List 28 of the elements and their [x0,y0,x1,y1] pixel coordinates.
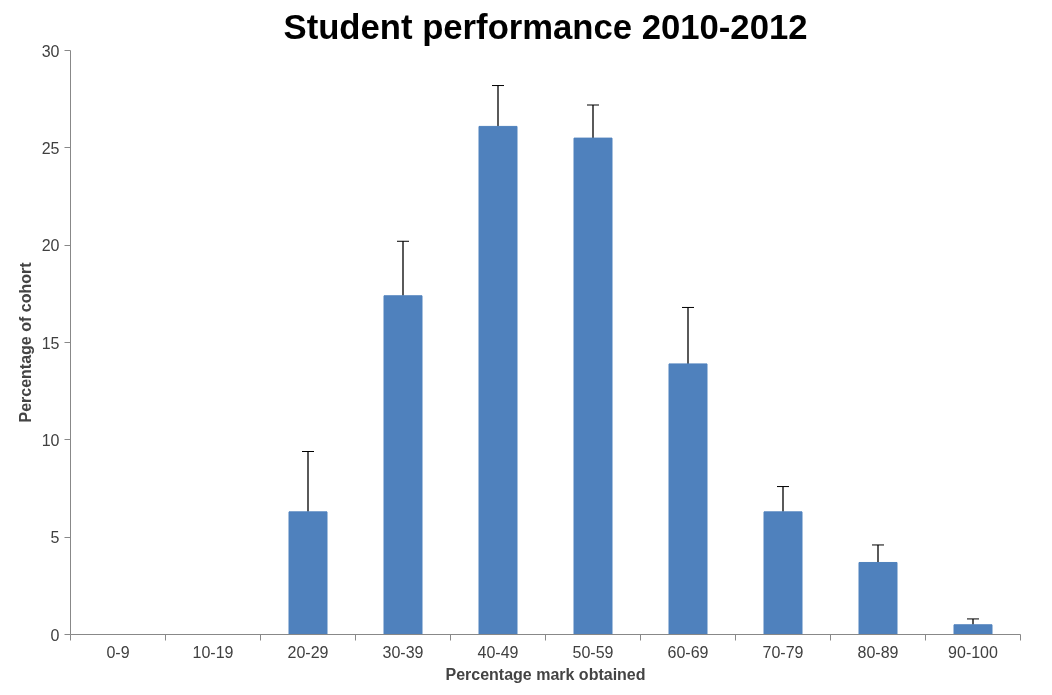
chart-title: Student performance 2010-2012 [283,7,808,46]
x-tick-label: 80-89 [857,643,899,661]
x-tick-label: 90-100 [948,643,999,661]
bar [573,137,613,635]
y-tick-label: 20 [41,237,60,255]
x-tick-label: 20-29 [287,643,329,661]
y-tick-label: 5 [50,529,60,547]
x-tick-label: 60-69 [667,643,709,661]
bar [763,511,803,635]
y-tick-label: 30 [41,42,60,60]
x-axis-title: Percentage mark obtained [445,665,646,683]
bar [668,363,708,635]
y-tick-label: 0 [50,626,60,644]
x-tick-label: 50-59 [572,643,614,661]
x-tick-label: 70-79 [762,643,804,661]
y-tick-label: 10 [41,431,60,449]
bar [953,624,993,635]
x-tick-label: 40-49 [477,643,519,661]
x-tick-label: 0-9 [106,643,130,661]
y-axis-title: Percentage of cohort [16,261,34,423]
bar [288,511,328,635]
y-tick-label: 25 [41,139,60,157]
x-tick-label: 30-39 [382,643,424,661]
bar [383,295,423,635]
bar [858,561,898,635]
x-tick-label: 10-19 [192,643,234,661]
bar [478,125,518,635]
y-tick-label: 15 [41,334,60,352]
